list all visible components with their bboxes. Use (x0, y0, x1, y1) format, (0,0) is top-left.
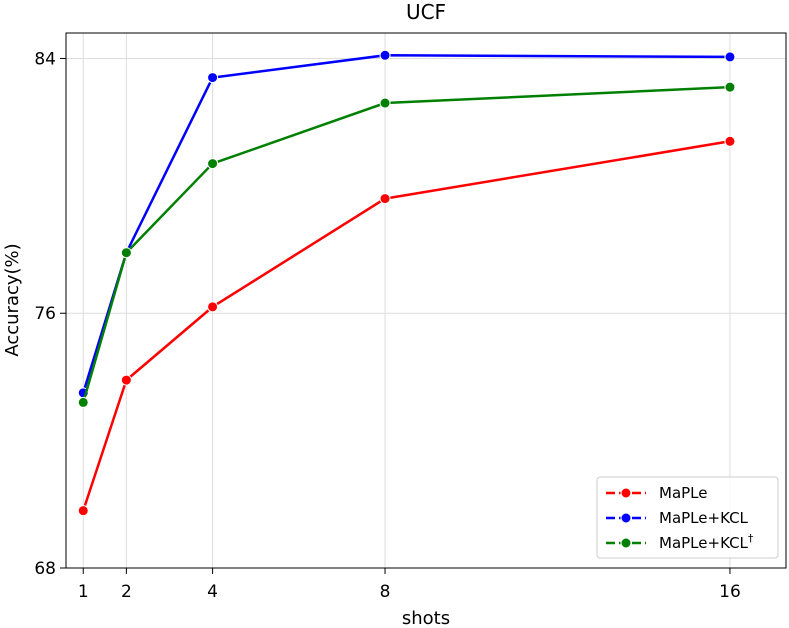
series-lines (77, 49, 736, 517)
data-point (120, 247, 132, 259)
x-tick-label: 2 (121, 582, 132, 602)
legend-label: MaPLe (659, 484, 708, 502)
data-point (207, 301, 219, 313)
x-tick-label: 8 (380, 582, 391, 602)
legend-label: MaPLe+KCL† (659, 532, 754, 552)
y-tick-label: 84 (34, 49, 56, 69)
data-point (379, 49, 391, 61)
legend-label: MaPLe+KCL (659, 509, 749, 527)
legend-box (596, 476, 779, 559)
series-line (82, 54, 730, 394)
x-axis-title: shots (402, 608, 450, 628)
x-tick-label: 1 (78, 582, 89, 602)
plot-frame (65, 32, 787, 569)
legend: MaPLe MaPLe+KCL MaPLe+KCL† (596, 476, 779, 559)
data-point (207, 72, 219, 84)
data-point (724, 51, 736, 63)
data-point (379, 193, 391, 205)
data-point (77, 505, 89, 517)
data-point (724, 135, 736, 147)
legend-swatch-marker (620, 512, 632, 524)
legend-swatch-marker (620, 487, 632, 499)
data-point (120, 374, 132, 386)
series-line (82, 85, 731, 403)
data-point (77, 396, 89, 408)
y-axis-title: Accuracy(%) (2, 243, 23, 356)
data-point (379, 97, 391, 109)
x-tick-label: 16 (719, 582, 741, 602)
legend-label-superscript: † (748, 532, 754, 545)
axes: 1 2 4 8 16 68 76 84 (34, 49, 740, 602)
data-point (724, 81, 736, 93)
x-tick-label: 4 (207, 582, 218, 602)
data-point (207, 158, 219, 170)
legend-swatch-marker (620, 537, 632, 549)
y-tick-label: 76 (34, 304, 56, 324)
chart-title: UCF (406, 0, 446, 24)
y-tick-label: 68 (34, 559, 56, 579)
